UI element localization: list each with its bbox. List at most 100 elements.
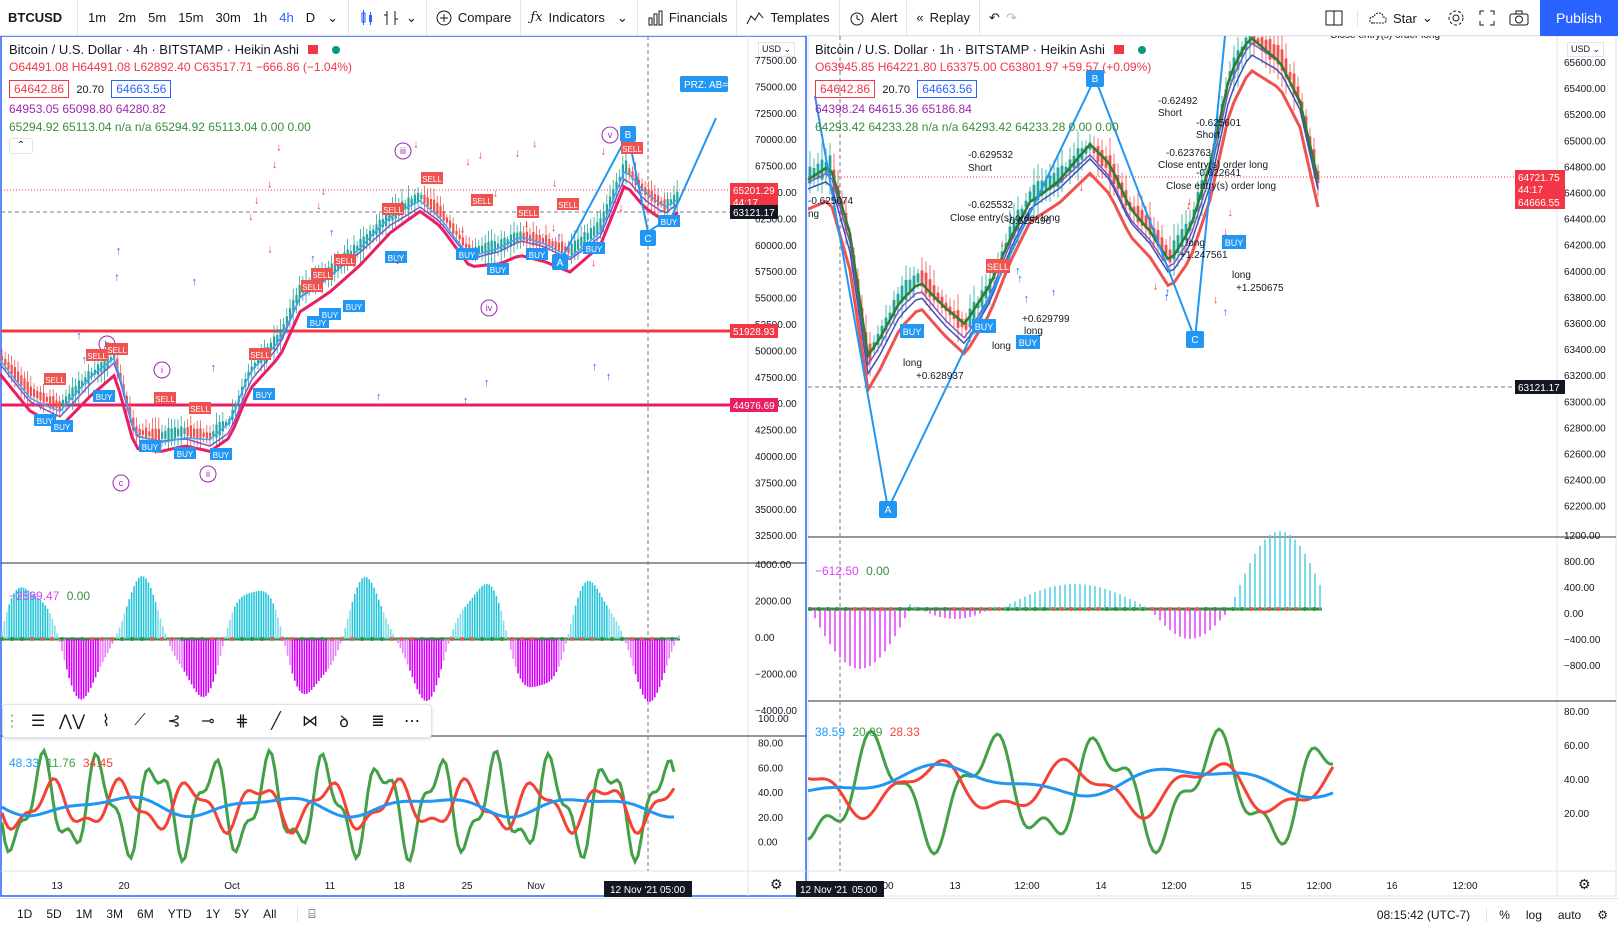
undo-icon[interactable]: ↶ bbox=[989, 9, 1000, 25]
range-3m[interactable]: 3M bbox=[106, 907, 124, 921]
buy-arrow: ↑ bbox=[309, 269, 315, 281]
tf-1h[interactable]: 1h bbox=[252, 10, 268, 25]
right-oscillator-pane[interactable] bbox=[808, 531, 1322, 669]
redo-icon[interactable]: ↷ bbox=[1005, 9, 1017, 25]
gear-icon[interactable]: ⚙ bbox=[1578, 876, 1591, 892]
range-5d[interactable]: 5D bbox=[46, 907, 62, 921]
right-currency-select[interactable]: USD ⌄ bbox=[1567, 42, 1605, 57]
candle-body bbox=[52, 396, 55, 410]
line-tool-icon[interactable]: ╱ bbox=[271, 713, 281, 730]
right-countdown-tag-bg bbox=[1515, 182, 1565, 196]
right-bid-box[interactable]: 64642.86 bbox=[815, 80, 876, 98]
publish-button[interactable]: Publish bbox=[1540, 0, 1618, 36]
range-ytd[interactable]: YTD bbox=[167, 907, 192, 921]
axis-labels: 77500.00 75000.00 72500.00 70000.00 67500.00… bbox=[51, 56, 1606, 897]
left-ask-box[interactable]: 64663.56 bbox=[111, 80, 172, 98]
gear-icon[interactable] bbox=[1447, 9, 1465, 27]
candle-body bbox=[196, 428, 199, 439]
zero-dot bbox=[1123, 607, 1127, 611]
bar-style-button[interactable]: ⌄ bbox=[349, 0, 427, 36]
camera-icon[interactable] bbox=[1509, 10, 1529, 26]
xabcd-pattern-icon[interactable]: ⋈ bbox=[302, 713, 318, 730]
left-currency-select[interactable]: USD ⌄ bbox=[758, 42, 796, 57]
spiral-icon[interactable]: ꝺ bbox=[339, 714, 349, 731]
range-1d[interactable]: 1D bbox=[17, 907, 33, 921]
log-toggle[interactable]: log bbox=[1525, 907, 1542, 922]
left-bid-box[interactable]: 64642.86 bbox=[9, 80, 70, 98]
symbol-search[interactable]: BTCUSD bbox=[0, 0, 78, 36]
right-ask-box[interactable]: 64663.56 bbox=[917, 80, 978, 98]
tf-1m[interactable]: 1m bbox=[88, 10, 107, 25]
left-legend: Bitcoin / U.S. Dollar · 4h · BITSTAMP · … bbox=[9, 42, 352, 154]
left-rsi-tick: 80.00 bbox=[758, 739, 783, 750]
right-rsi-pane[interactable] bbox=[807, 727, 1335, 856]
regression-icon[interactable]: ⋯ bbox=[404, 713, 420, 730]
zero-dot bbox=[340, 637, 344, 641]
financials-button[interactable]: Financials bbox=[638, 0, 738, 36]
right-price-pane[interactable]: A B C BUY BUY BUY BUY SELL -0.629532 Short -0.6255… bbox=[807, 36, 1557, 871]
abcd-pattern-icon[interactable]: ⋀⋁ bbox=[58, 713, 86, 730]
strategy-annotation: -0.625601 bbox=[1196, 118, 1241, 129]
right-osc-tick: 0.00 bbox=[1564, 609, 1584, 620]
tf-D[interactable]: D bbox=[305, 10, 316, 25]
chevron-down-icon[interactable]: ⌄ bbox=[327, 9, 339, 25]
tf-5m[interactable]: 5m bbox=[148, 10, 167, 25]
clock[interactable]: 08:15:42 (UTC-7) bbox=[1376, 907, 1471, 922]
range-1y[interactable]: 1Y bbox=[205, 907, 221, 921]
fib-fan-icon[interactable]: ⊰ bbox=[167, 713, 181, 730]
right-time-tag-2: 05:00 bbox=[852, 885, 877, 896]
left-price-tick: 67500.00 bbox=[755, 162, 797, 173]
vertical-lines-icon[interactable]: ⋕ bbox=[235, 713, 249, 730]
strategy-annotation: long bbox=[903, 358, 922, 369]
parallel-channel-icon[interactable]: ≣ bbox=[371, 713, 385, 730]
buy-arrow: ↑ bbox=[1015, 265, 1021, 277]
star-button[interactable]: Star ⌄ bbox=[1357, 10, 1433, 26]
tf-30m[interactable]: 30m bbox=[215, 10, 241, 25]
zero-dot bbox=[350, 637, 354, 641]
trend-line-icon[interactable]: ⟋ bbox=[134, 712, 146, 729]
range-all[interactable]: All bbox=[263, 907, 277, 921]
left-oscillator-pane[interactable] bbox=[0, 576, 680, 702]
left-rsi-pane[interactable] bbox=[0, 747, 676, 866]
drag-handle-icon[interactable]: ⋮ bbox=[4, 713, 20, 730]
tf-15m[interactable]: 15m bbox=[178, 10, 204, 25]
sell-arrow: ↓ bbox=[523, 218, 529, 230]
candle-body bbox=[487, 241, 490, 255]
replay-button[interactable]: « Replay bbox=[907, 0, 981, 36]
zero-dot bbox=[1024, 607, 1028, 611]
candle-body bbox=[1060, 165, 1064, 183]
candle-body bbox=[625, 160, 628, 174]
settings-icon[interactable]: ⚙ bbox=[1597, 907, 1608, 922]
elliott-wave-icon[interactable]: ⌇ bbox=[102, 713, 110, 730]
percent-toggle[interactable]: % bbox=[1486, 907, 1510, 922]
compare-button[interactable]: Compare bbox=[427, 0, 522, 36]
range-1m[interactable]: 1M bbox=[75, 907, 93, 921]
fullscreen-icon[interactable] bbox=[1479, 10, 1495, 26]
goto-date-icon[interactable]: ⌸ bbox=[297, 907, 322, 922]
auto-toggle[interactable]: auto bbox=[1557, 907, 1582, 922]
tf-2m[interactable]: 2m bbox=[118, 10, 137, 25]
pattern-point bbox=[620, 126, 636, 142]
sell-arrow: ↓ bbox=[1078, 181, 1084, 193]
left-price-tick: 40000.00 bbox=[755, 452, 797, 463]
candle-body bbox=[106, 355, 109, 369]
indicators-button[interactable]: ƒx Indicators ⌄ bbox=[521, 0, 638, 36]
left-price-tick: 47500.00 bbox=[755, 373, 797, 384]
horizontal-ray-icon[interactable]: ⊸ bbox=[201, 713, 215, 730]
range-5y[interactable]: 5Y bbox=[234, 907, 250, 921]
gear-icon[interactable]: ⚙ bbox=[770, 876, 783, 892]
collapse-legend-button[interactable]: ⌃ bbox=[9, 138, 33, 154]
candle-body bbox=[1012, 219, 1016, 237]
tf-4h[interactable]: 4h bbox=[279, 10, 294, 25]
range-6m[interactable]: 6M bbox=[137, 907, 154, 921]
layout-icon[interactable] bbox=[1325, 10, 1343, 26]
ma-line-purple bbox=[807, 42, 1319, 367]
left-chart-frame bbox=[0, 36, 807, 897]
zero-dot bbox=[10, 637, 14, 641]
alert-button[interactable]: Alert bbox=[840, 0, 908, 36]
pattern-point-label: B bbox=[625, 130, 632, 141]
horizontal-lines-icon[interactable]: ☰ bbox=[30, 713, 46, 730]
templates-button[interactable]: Templates bbox=[737, 0, 840, 36]
